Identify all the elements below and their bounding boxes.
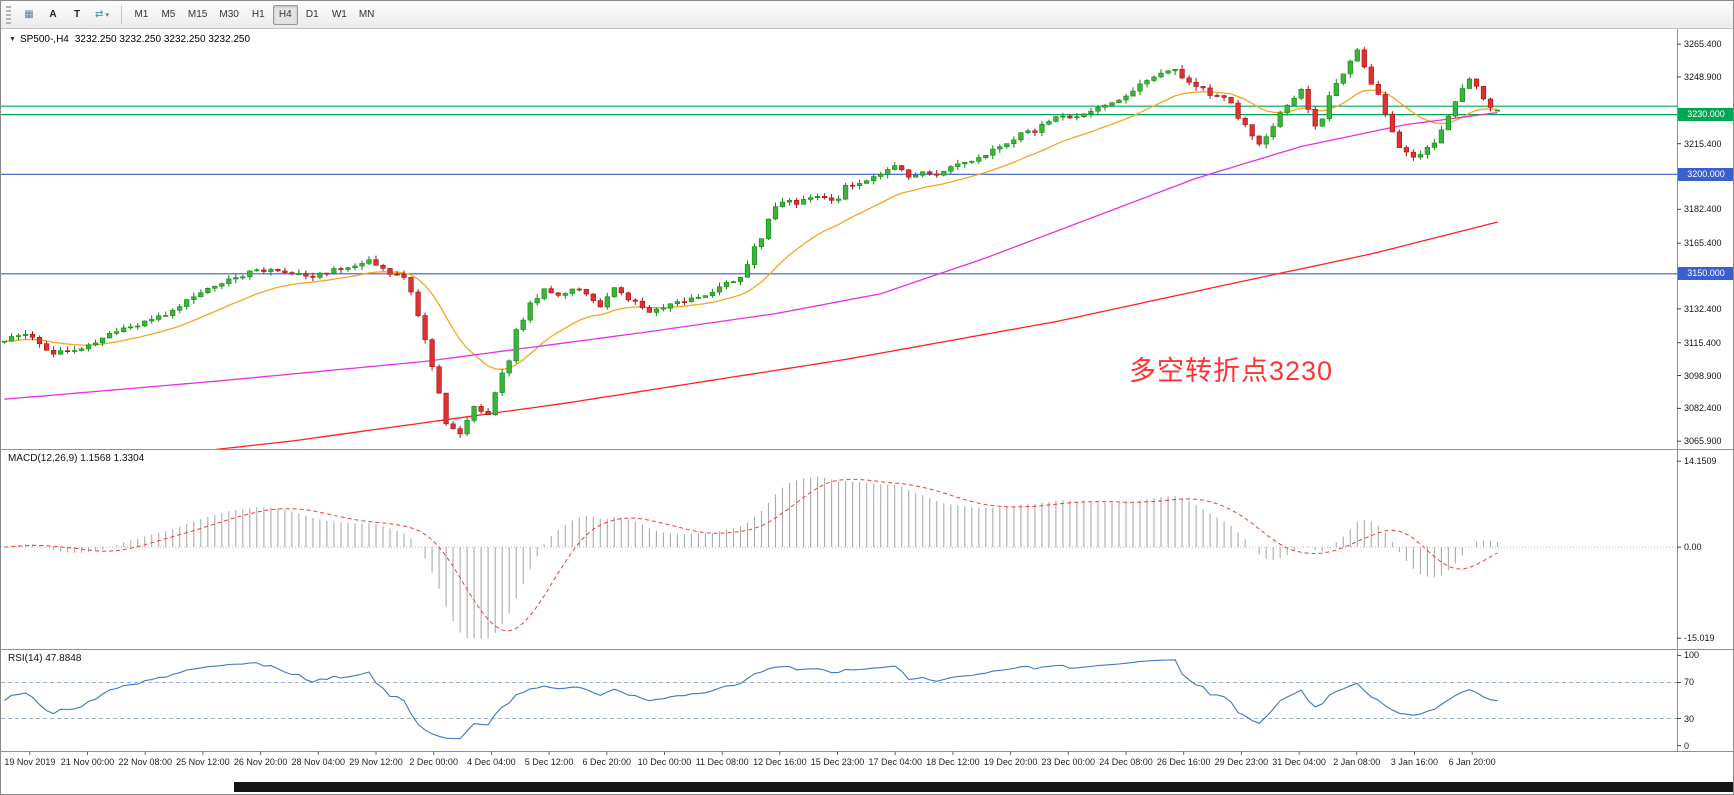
chart-header: ▼ SP500-,H4 3232.250 3232.250 3232.250 323…	[9, 34, 250, 45]
chart-windows-button[interactable]: ▦	[18, 5, 40, 25]
chart-collapse-icon[interactable]: ▼	[9, 36, 16, 43]
rsi-name: RSI(14)	[8, 653, 43, 664]
toolbar-grip-handle[interactable]	[6, 5, 11, 24]
macd-signal-line	[4, 478, 1498, 632]
horizontal-scrollbar-track[interactable]	[1, 781, 1733, 793]
timeframe-button-h1[interactable]: H1	[251, 9, 265, 20]
rsi-indicator-label: RSI(14) 47.8848	[8, 653, 81, 664]
toolbar-buttons: ▦ A T ⇄ ▾ M1 M5 M15 M30 H1 H4 D1 W1 MN	[18, 4, 379, 25]
horizontal-scrollbar-thumb[interactable]	[234, 782, 1733, 792]
toolbar-separator	[120, 5, 122, 24]
macd-group	[1, 476, 1677, 639]
timeframe-button-m1[interactable]: M1	[134, 9, 149, 20]
timeframe-button-m15[interactable]: M15	[187, 9, 208, 20]
hlines-group	[1, 105, 1677, 275]
rsi-line	[4, 659, 1498, 740]
chart-symbol-label: SP500-,H4	[19, 34, 69, 45]
swap-arrows-button[interactable]: ⇄ ▾	[90, 5, 114, 25]
arrow-tool-button[interactable]: A	[49, 9, 57, 20]
timeframe-button-w1[interactable]: W1	[331, 9, 347, 20]
ma-slow-line	[214, 221, 1498, 449]
ma-mid-line	[4, 111, 1498, 400]
chart-windows-icon: ▦	[24, 9, 34, 20]
rsi-group	[1, 659, 1677, 740]
rsi-value: 47.8848	[45, 653, 82, 664]
swap-arrows-icon: ⇄	[95, 9, 104, 20]
text-tool-button[interactable]: T	[73, 9, 81, 20]
timeframe-button-m5[interactable]: M5	[161, 9, 176, 20]
timeframe-button-h4[interactable]: H4	[272, 4, 298, 25]
toolbar: ▦ A T ⇄ ▾ M1 M5 M15 M30 H1 H4 D1 W1 MN	[1, 1, 1733, 29]
timeframe-button-d1[interactable]: D1	[305, 9, 319, 20]
chart-ohlc-values: 3232.250 3232.250 3232.250 3232.250	[74, 34, 251, 45]
candles-group	[1, 46, 1501, 438]
chevron-down-icon: ▾	[105, 11, 109, 19]
timeframe-button-mn[interactable]: MN	[358, 9, 375, 20]
ma-fast-line	[4, 89, 1498, 370]
timeframe-button-m30[interactable]: M30	[219, 9, 239, 20]
moving-averages-group	[4, 89, 1498, 449]
macd-indicator-label: MACD(12,26,9) 1.1568 1.3304	[8, 453, 144, 464]
chart-text-annotation[interactable]: 多空转折点3230	[1129, 356, 1334, 386]
macd-name: MACD(12,26,9)	[8, 453, 78, 464]
macd-values: 1.1568 1.3304	[80, 453, 145, 464]
